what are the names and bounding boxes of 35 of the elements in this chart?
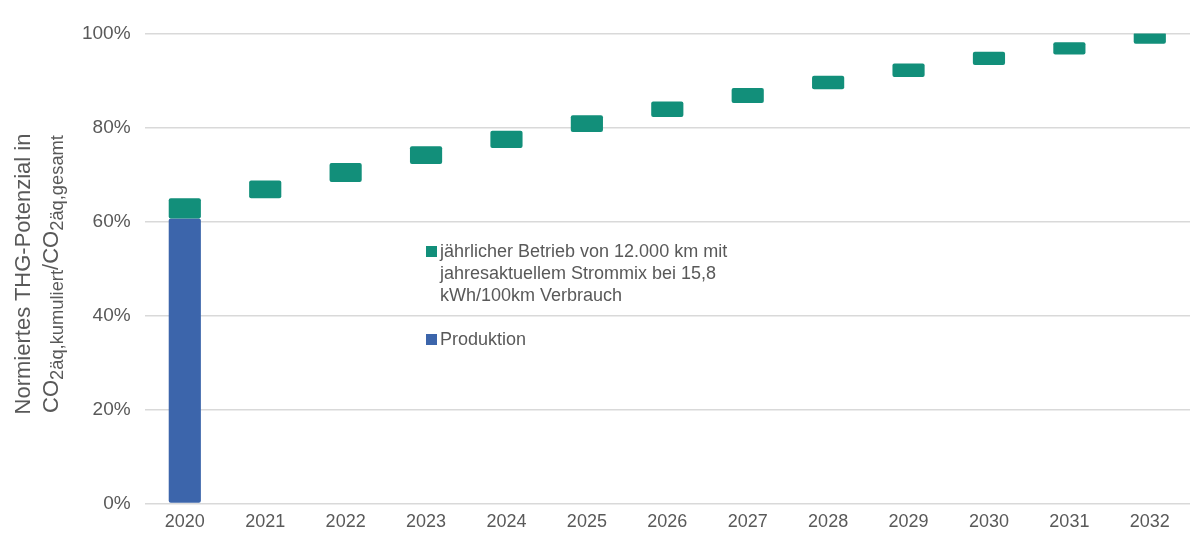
bar	[892, 63, 925, 78]
x-tick-label: 2030	[968, 511, 1009, 532]
legend-label: jährlicher Betrieb von 12.000 km mit jahresaktuellem Strommix bei 15,8 kWh/100km Verbrauch	[440, 240, 729, 306]
legend-label: Produktion	[440, 328, 527, 350]
x-tick-label: 2020	[164, 511, 205, 532]
x-tick-label: 2024	[486, 511, 527, 532]
x-tick-label: 2032	[1129, 511, 1170, 532]
bar	[168, 198, 201, 219]
y-tick-label: 80%	[92, 115, 131, 137]
bar	[409, 146, 443, 165]
y-tick-label: 60%	[92, 209, 131, 231]
bar	[812, 75, 845, 90]
bar	[731, 87, 764, 103]
x-tick-label: 2031	[1049, 511, 1090, 532]
bar	[329, 163, 362, 182]
bar	[570, 115, 603, 133]
x-tick-label: 2025	[566, 511, 607, 532]
bar	[490, 130, 523, 149]
x-tick-label: 2029	[888, 511, 929, 532]
y-tick-label: 40%	[92, 303, 131, 325]
x-tick-label: 2028	[808, 511, 849, 532]
bar	[1053, 42, 1086, 55]
x-tick-label: 2027	[727, 511, 768, 532]
bar	[1133, 33, 1166, 44]
x-tick-label: 2022	[325, 511, 366, 532]
y-tick-label: 0%	[103, 491, 131, 513]
bar	[651, 101, 684, 118]
y-tick-label: 20%	[92, 397, 131, 419]
bar	[168, 218, 201, 503]
bar	[249, 180, 282, 199]
x-tick-label: 2026	[647, 511, 688, 532]
bar	[972, 51, 1006, 65]
x-tick-label: 2023	[406, 511, 447, 532]
y-tick-label: 100%	[81, 21, 131, 43]
x-tick-label: 2021	[245, 511, 286, 532]
